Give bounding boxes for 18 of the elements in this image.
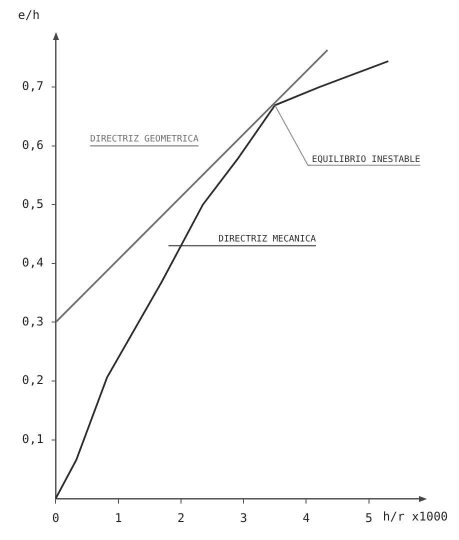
text: DIRECTRIZ GEOMETRICA xyxy=(90,134,200,145)
x-tick-label: 0 xyxy=(52,510,60,525)
y-tick-label: 0,2 xyxy=(22,373,44,388)
text: DIRECTRIZ MECANICA xyxy=(218,234,317,245)
y-tick-label: 0,4 xyxy=(22,256,44,270)
x-tick-label: 3 xyxy=(240,510,248,525)
y-tick-label: 0,3 xyxy=(22,314,44,328)
y-axis-title: e/h xyxy=(18,8,40,22)
y-tick-label: 0,1 xyxy=(22,432,44,446)
y-tick-label: 0,5 xyxy=(22,196,44,211)
y-tick-label: 0,6 xyxy=(22,138,44,152)
x-tick-label: 5 xyxy=(365,510,373,525)
x-tick-label: 2 xyxy=(177,510,185,525)
annotation: EQUILIBRIO INESTABLE xyxy=(312,155,420,166)
x-tick-label: 1 xyxy=(114,510,122,525)
y-tick-label: 0,7 xyxy=(22,79,44,94)
x-tick-label: 4 xyxy=(302,510,310,525)
x-axis-title: h/r x1000 xyxy=(382,510,448,524)
